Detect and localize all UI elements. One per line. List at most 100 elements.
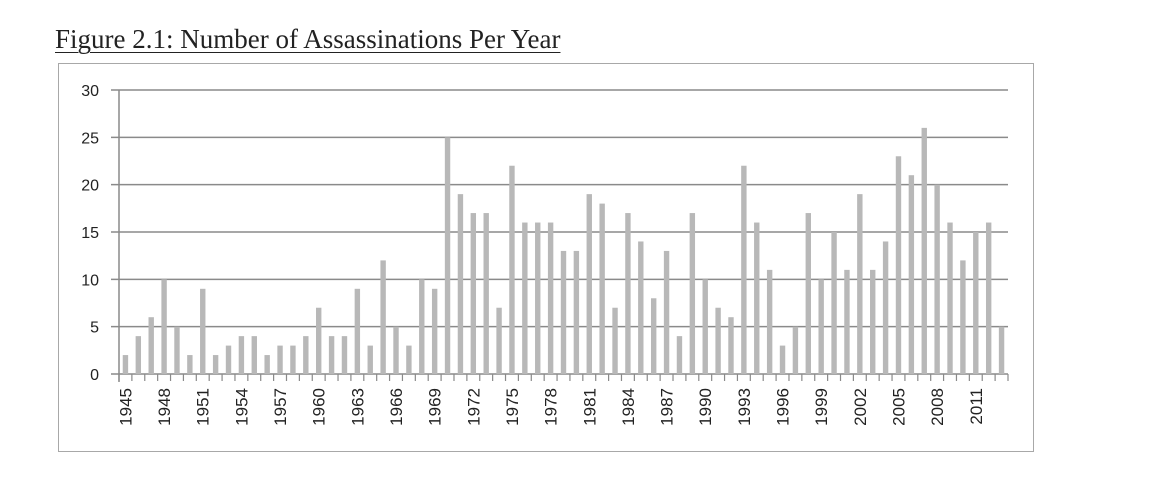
x-tick-label: 1993 [735,388,754,426]
bar-1987 [663,250,670,374]
bar-1968 [419,279,425,374]
bar-1956 [264,355,270,374]
x-tick-label: 1981 [580,388,599,426]
bar-1953 [225,345,232,374]
bar-2011 [973,232,979,374]
bar-1969 [431,288,438,374]
bar-1959 [303,336,309,374]
x-tick-label: 1966 [387,388,406,426]
x-tick-label: 1945 [116,388,135,426]
x-tick-label: 2008 [928,388,947,426]
bar-1962 [341,336,348,374]
bar-1983 [612,307,618,374]
y-tick-label: 10 [81,272,99,289]
bar-1985 [638,241,644,374]
bar-1979 [560,250,567,374]
bar-1963 [354,288,361,374]
y-tick-label: 0 [90,367,99,384]
bar-1973 [483,213,489,374]
bar-1978 [547,222,554,374]
bar-2009 [947,222,953,374]
x-tick-label: 1999 [812,388,831,426]
bar-1993 [741,165,747,374]
x-tick-label: 2002 [851,388,870,426]
bar-1949 [174,326,180,374]
x-tick-label: 1984 [619,388,638,426]
bar-1974 [496,307,502,374]
chart-title: Figure 2.1: Number of Assassinations Per… [55,24,561,54]
bar-1994 [754,222,760,374]
bar-2000 [831,232,837,374]
bar-1957 [277,345,283,374]
x-tick-label: 1951 [194,388,213,426]
bar-1945 [122,355,129,374]
bar-1981 [586,194,592,374]
y-tick-label: 5 [90,320,99,337]
bar-1960 [316,307,322,374]
bar-1947 [148,317,154,374]
bar-2001 [844,269,850,374]
bar-1991 [715,307,721,374]
bar-2002 [857,194,863,374]
bar-1950 [187,355,193,374]
bar-1951 [200,288,206,374]
bar-1948 [161,279,167,374]
bar-2008 [934,184,940,374]
bar-1946 [135,336,142,374]
bar-1996 [779,345,786,374]
x-tick-label: 1960 [310,388,329,426]
x-tick-label: 1972 [464,388,483,426]
bar-1952 [212,355,219,374]
bar-2007 [921,127,927,374]
bar-1990 [702,279,708,374]
x-tick-label: 1978 [542,388,561,426]
bar-2012 [985,222,992,374]
bar-1982 [599,203,605,374]
x-tick-label: 1975 [503,388,522,426]
bar-2010 [960,260,966,374]
bar-2003 [870,269,876,374]
bar-1984 [625,213,631,374]
bar-1977 [535,222,541,374]
x-tick-label: 2011 [967,388,986,425]
bar-1988 [676,336,683,374]
bar-1998 [805,213,811,374]
x-tick-label: 1957 [271,388,290,426]
bar-1980 [573,250,580,374]
y-tick-label: 30 [81,83,99,100]
chart-frame [58,63,1034,452]
bar-1961 [328,336,335,374]
x-tick-label: 1990 [696,388,715,426]
x-tick-label: 1996 [774,388,793,426]
x-tick-label: 1948 [155,388,174,426]
bar-2004 [882,241,889,374]
y-tick-label: 15 [81,225,99,242]
bar-1965 [380,260,386,374]
bar-1970 [444,137,451,374]
x-tick-label: 2005 [889,388,908,426]
bar-1992 [728,317,734,374]
bar-2006 [908,175,915,374]
bar-1964 [367,345,373,374]
bar-1958 [290,345,296,374]
bar-2013 [998,326,1005,374]
x-tick-label: 1954 [232,388,251,426]
bar-1976 [522,222,528,374]
y-tick-label: 20 [81,178,99,195]
bar-1954 [238,336,245,374]
x-tick-label: 1969 [426,388,445,426]
bar-1955 [251,336,257,374]
bar-1997 [792,326,799,374]
bar-1989 [689,213,696,374]
x-tick-label: 1987 [658,388,677,426]
bar-1986 [650,298,657,374]
bar-1966 [393,326,399,374]
x-tick-label: 1963 [348,388,367,426]
bar-1975 [509,165,515,374]
bar-1995 [766,269,773,374]
y-tick-label: 25 [81,130,99,147]
bar-1971 [457,194,464,374]
bar-1999 [818,279,824,374]
bar-1967 [406,345,412,374]
